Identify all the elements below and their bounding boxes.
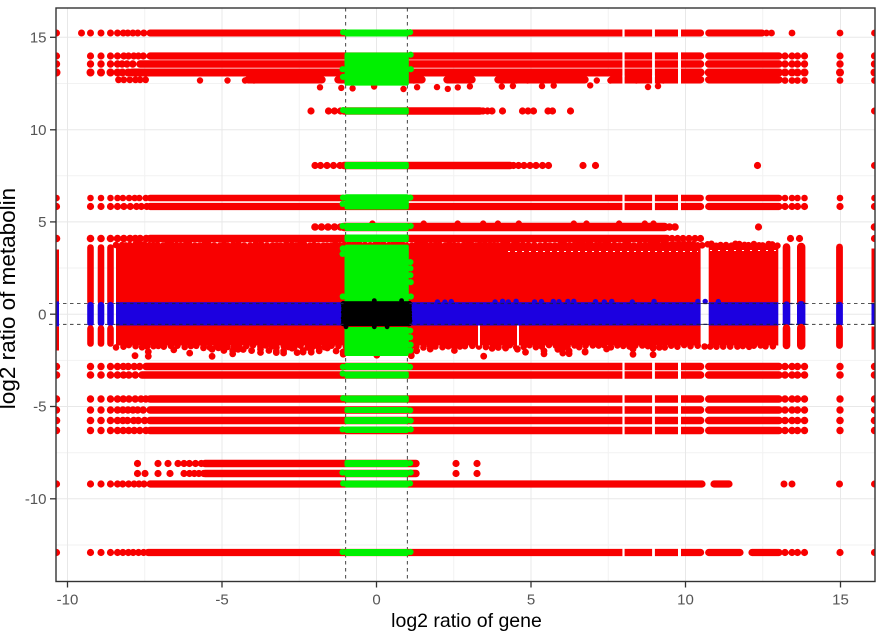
svg-text:-10: -10 — [57, 592, 79, 609]
svg-text:-10: -10 — [25, 491, 47, 508]
svg-text:0: 0 — [38, 306, 46, 323]
svg-text:15: 15 — [832, 592, 849, 609]
svg-text:5: 5 — [38, 214, 46, 231]
svg-text:5: 5 — [527, 592, 535, 609]
svg-text:log2 ratio of gene: log2 ratio of gene — [391, 610, 542, 632]
svg-text:-5: -5 — [33, 399, 46, 416]
svg-text:15: 15 — [30, 30, 47, 47]
svg-text:0: 0 — [372, 592, 380, 609]
svg-text:-5: -5 — [215, 592, 228, 609]
svg-text:10: 10 — [677, 592, 694, 609]
svg-text:10: 10 — [30, 122, 47, 139]
svg-text:log2 ratio of metabolin: log2 ratio of metabolin — [0, 188, 20, 409]
